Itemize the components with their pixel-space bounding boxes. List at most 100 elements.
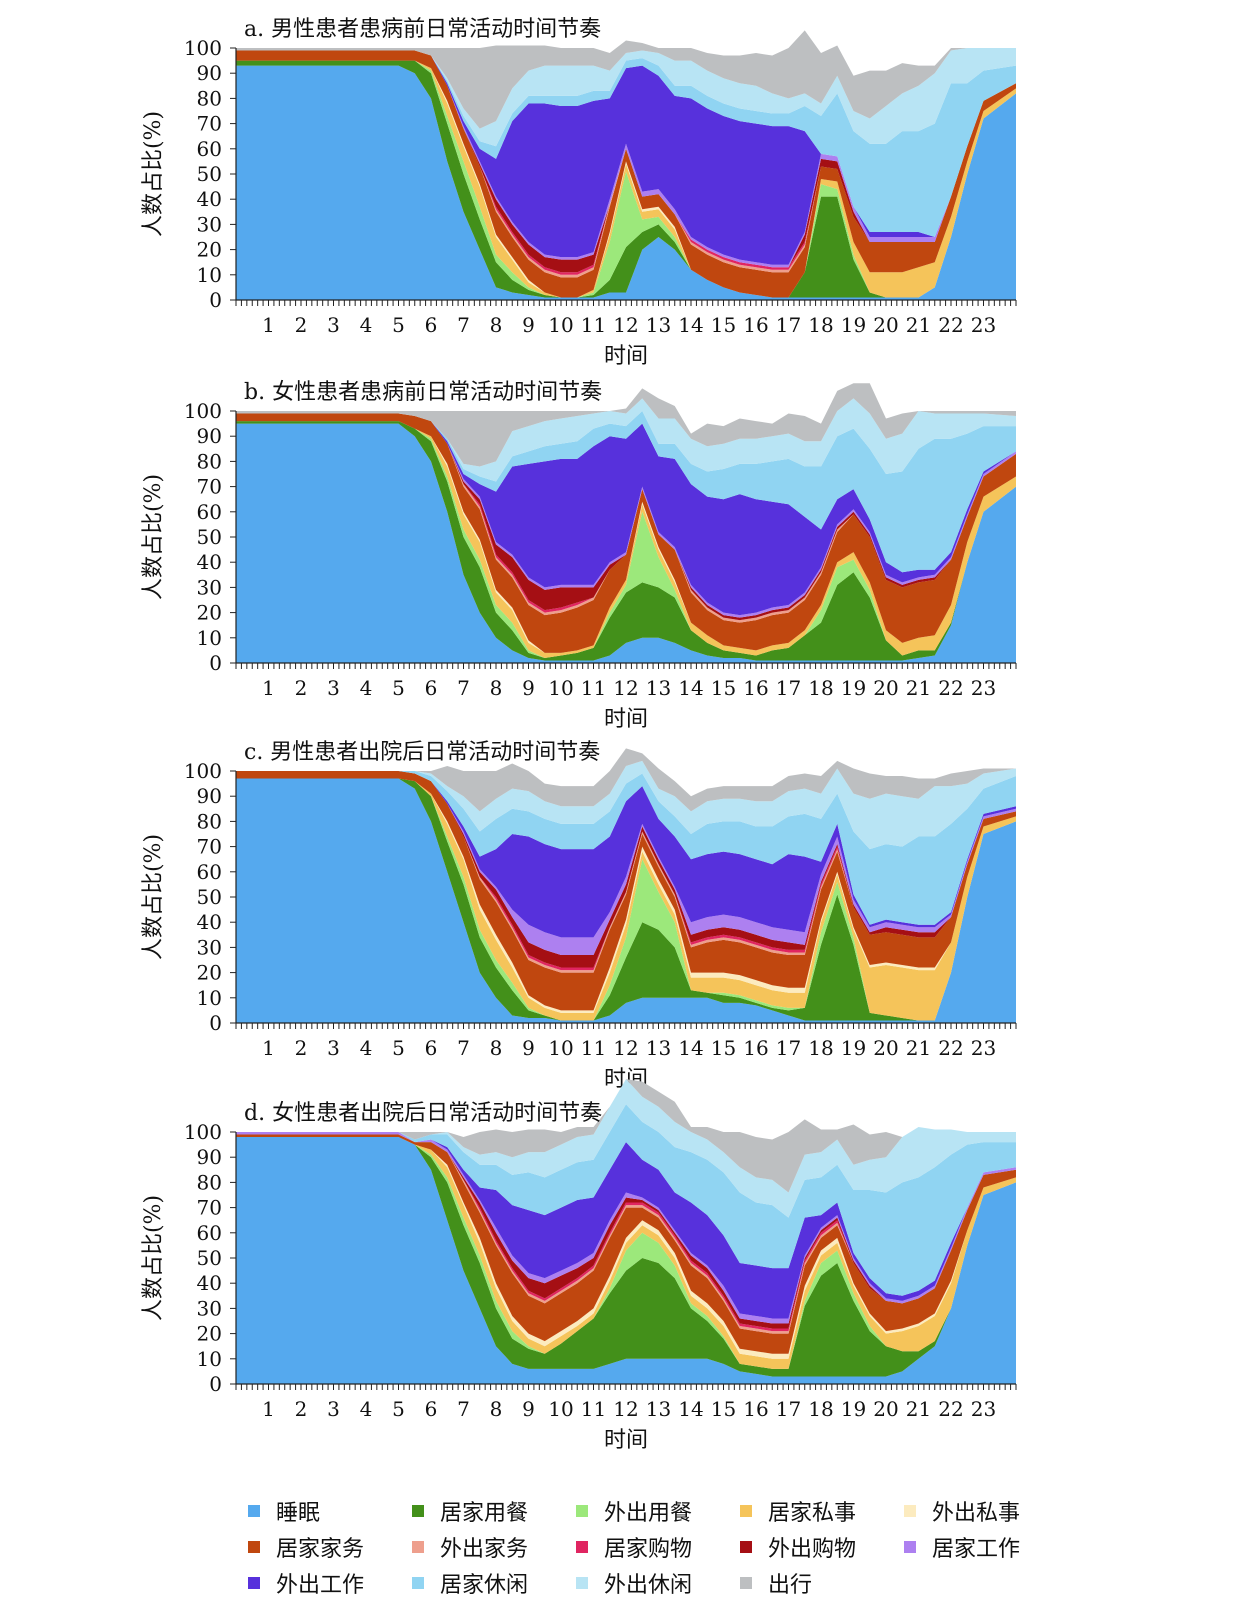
x-tick-label: 11: [581, 313, 606, 337]
y-tick-label: 100: [184, 1120, 222, 1144]
x-tick-label: 5: [392, 1036, 405, 1060]
x-tick-label: 23: [971, 313, 996, 337]
series-area-14: [236, 30, 1016, 129]
series-area-2: [236, 421, 1016, 661]
y-tick-label: 70: [197, 1196, 222, 1220]
x-tick-label: 16: [743, 313, 768, 337]
x-tick-label: 15: [711, 1397, 736, 1421]
y-tick-label: 100: [184, 36, 222, 60]
x-tick-label: 20: [873, 1397, 898, 1421]
x-tick-label: 1: [262, 1397, 275, 1421]
x-tick-label: 16: [743, 1397, 768, 1421]
y-tick-label: 30: [197, 935, 222, 959]
y-tick-label: 40: [197, 187, 222, 211]
x-tick-label: 15: [711, 1036, 736, 1060]
legend-label: 外出工作: [276, 1573, 365, 1598]
x-minor-ticks: [235, 1023, 1017, 1029]
x-tick-label: 10: [548, 676, 573, 700]
y-tick-label: 90: [197, 61, 222, 85]
y-tick-label: 0: [209, 1372, 222, 1396]
legend-label: 居家购物: [604, 1537, 693, 1562]
series-area-4: [236, 421, 1016, 658]
x-tick-label: 1: [262, 313, 275, 337]
x-tick-label: 11: [581, 1036, 606, 1060]
x-tick-label: 14: [678, 1397, 703, 1421]
x-tick-label: 21: [906, 313, 931, 337]
x-tick-label: 9: [522, 1397, 535, 1421]
x-tick-label: 4: [360, 676, 373, 700]
y-tick-label: 20: [197, 601, 222, 625]
x-tick-label: 10: [548, 1397, 573, 1421]
series-area-12: [236, 771, 1016, 925]
legend-swatch: [576, 1577, 588, 1589]
x-tick-label: 21: [906, 676, 931, 700]
series-area-11: [236, 50, 1016, 265]
x-minor-ticks: [235, 300, 1017, 306]
chart-title: b. 女性患者患病前日常活动时间节奏: [244, 380, 602, 405]
y-tick-label: 20: [197, 1322, 222, 1346]
x-tick-label: 15: [711, 676, 736, 700]
x-tick-label: 15: [711, 313, 736, 337]
series-area-11: [236, 771, 1016, 938]
legend-item: 居家家务: [248, 1534, 412, 1562]
x-tick-label: 10: [548, 313, 573, 337]
x-tick-label: 18: [808, 676, 833, 700]
x-tick-label: 19: [841, 1397, 866, 1421]
x-tick-label: 23: [971, 676, 996, 700]
series-area-11: [236, 1132, 1016, 1319]
legend-item: 外出休闲: [576, 1570, 740, 1598]
legend-swatch: [412, 1505, 424, 1517]
legend-label: 外出家务: [440, 1537, 529, 1562]
y-tick-label: 80: [197, 1170, 222, 1194]
x-tick-label: 21: [906, 1397, 931, 1421]
x-tick-label: 1: [262, 676, 275, 700]
x-axis-label: 时间: [604, 1428, 648, 1453]
x-tick-label: 18: [808, 1036, 833, 1060]
series-area-3: [236, 60, 1016, 298]
x-tick-label: 16: [743, 1036, 768, 1060]
y-tick-label: 80: [197, 449, 222, 473]
y-tick-label: 50: [197, 162, 222, 186]
x-tick-label: 12: [613, 1036, 638, 1060]
x-tick-label: 1: [262, 1036, 275, 1060]
y-tick-label: 70: [197, 112, 222, 136]
x-tick-label: 10: [548, 1036, 573, 1060]
y-tick-label: 40: [197, 550, 222, 574]
series-area-12: [236, 1104, 1016, 1296]
y-tick-label: 60: [197, 500, 222, 524]
x-tick-label: 17: [776, 313, 801, 337]
y-tick-label: 30: [197, 1296, 222, 1320]
series-area-1: [236, 778, 1016, 1023]
legend-swatch: [576, 1505, 588, 1517]
series-area-4: [236, 60, 1016, 298]
series-area-1: [236, 1137, 1016, 1384]
y-tick-label: 80: [197, 86, 222, 110]
y-tick-label: 20: [197, 961, 222, 985]
x-tick-label: 19: [841, 1036, 866, 1060]
legend-label: 出行: [768, 1573, 813, 1598]
x-tick-label: 4: [360, 1397, 373, 1421]
x-tick-label: 13: [646, 676, 671, 700]
legend-label: 居家用餐: [440, 1501, 529, 1526]
x-tick-label: 12: [613, 1397, 638, 1421]
x-tick-label: 13: [646, 1397, 671, 1421]
x-tick-label: 6: [425, 676, 438, 700]
legend-label: 居家私事: [768, 1501, 857, 1526]
x-tick-label: 7: [457, 1036, 470, 1060]
series-area-14: [236, 748, 1016, 812]
x-tick-label: 13: [646, 1036, 671, 1060]
x-tick-label: 6: [425, 313, 438, 337]
x-axis-label: 时间: [604, 344, 648, 369]
series-area-11: [236, 413, 1016, 616]
legend-item: 居家休闲: [412, 1570, 576, 1598]
y-tick-label: 80: [197, 809, 222, 833]
x-tick-label: 8: [490, 1397, 503, 1421]
x-tick-label: 11: [581, 1397, 606, 1421]
y-tick-label: 70: [197, 475, 222, 499]
x-tick-label: 17: [776, 1036, 801, 1060]
legend-label: 居家家务: [276, 1537, 365, 1562]
x-tick-label: 18: [808, 313, 833, 337]
series-area-14: [236, 1079, 1016, 1193]
